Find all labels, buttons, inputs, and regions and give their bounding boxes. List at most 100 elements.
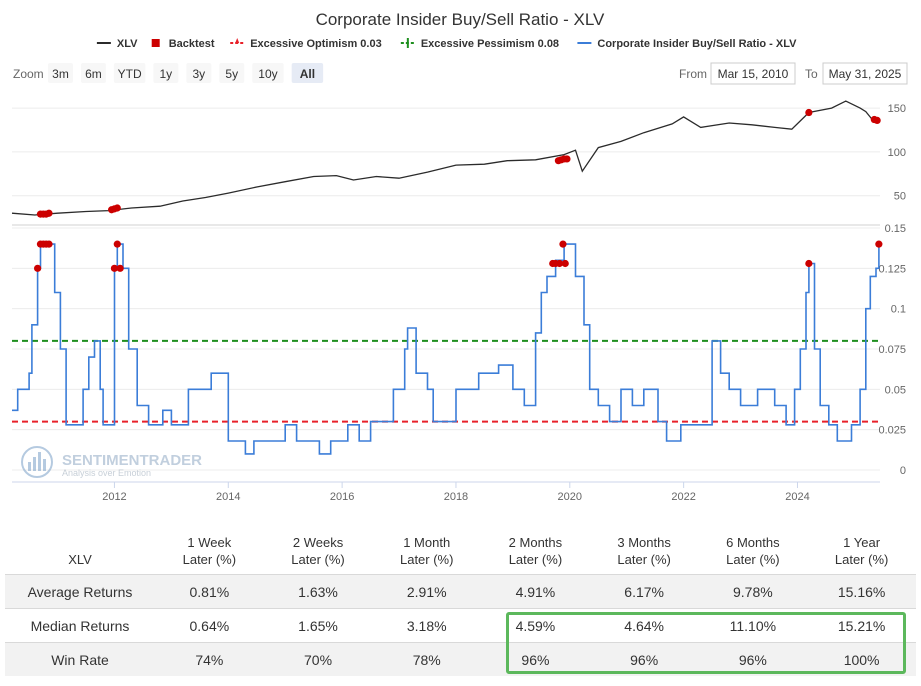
chart-title: Corporate Insider Buy/Sell Ratio - XLV: [316, 10, 605, 29]
table-cell: 15.16%: [807, 574, 916, 609]
column-header: 2 Weeks Later (%): [291, 535, 345, 567]
table-cell: 78%: [372, 642, 482, 676]
table-cell: 96%: [698, 642, 808, 676]
legend-item: Excessive Pessimism 0.08: [400, 38, 559, 50]
row-label: Win Rate: [5, 642, 155, 676]
column-header: 1 Month Later (%): [399, 535, 454, 567]
insider-ratio-line: [12, 243, 880, 455]
backtest-point: [563, 155, 571, 163]
y-tick-label-ratio: 0.025: [878, 425, 906, 437]
zoom-button-label: All: [300, 67, 315, 81]
zoom-button-label: 1y: [159, 67, 172, 81]
backtest-point: [555, 259, 564, 268]
legend-star-icon: [235, 38, 240, 43]
zoom-button-label: 3y: [192, 67, 205, 81]
zoom-button-ytd[interactable]: YTD: [113, 63, 146, 83]
x-tick-label: 2022: [671, 491, 695, 503]
zoom-button-bg: [113, 63, 146, 83]
from-date-box: [710, 62, 796, 85]
table-cell: 1.63%: [263, 574, 373, 609]
zoom-button-bg: [186, 63, 212, 83]
backtest-point: [34, 264, 42, 272]
table-cell: 96%: [589, 642, 699, 676]
returns-table: XLV 1 Week Later (%) 2 Weeks Later (%) 1 M…: [5, 532, 916, 676]
backtest-point: [875, 240, 883, 248]
row-label: Average Returns: [5, 574, 155, 609]
backtest-point: [873, 116, 881, 124]
to-date-input[interactable]: May 31, 2025: [822, 62, 908, 85]
table-row-header: XLV: [68, 552, 92, 567]
x-axis: 2012 2014 2016 2018 2020 2022 2024: [12, 481, 880, 503]
x-tick-label: 2012: [102, 491, 126, 503]
legend: XLV Backtest Excessive Optimism 0.03 Excess…: [96, 38, 797, 50]
zoom-button-3m[interactable]: 3m: [48, 63, 73, 83]
watermark: SENTIMENTRADER Analysis over Emotion: [21, 446, 202, 478]
column-header: 3 Months Later (%): [617, 535, 671, 567]
x-tick-label: 2018: [444, 491, 468, 503]
table-cell: 4.91%: [481, 574, 590, 609]
zoom-button-5y[interactable]: 5y: [219, 63, 245, 83]
zoom-button-label: 10y: [258, 67, 277, 81]
table-cell: 1.65%: [263, 608, 373, 643]
table-header-row: XLV 1 Week Later (%) 2 Weeks Later (%) 1 M…: [5, 532, 916, 575]
table-cell: 2.91%: [372, 574, 482, 609]
y-tick-label-price: 150: [888, 103, 906, 115]
backtest-point: [45, 209, 53, 217]
zoom-button-bg: [153, 63, 179, 83]
row-label: Median Returns: [5, 608, 155, 643]
zoom-button-all[interactable]: All: [291, 63, 324, 83]
legend-label: Backtest: [169, 38, 215, 50]
backtest-point: [116, 264, 124, 272]
watermark-logo-bar: [28, 462, 31, 471]
to-date-box: [822, 62, 908, 85]
y-tick-label-ratio: 0.075: [878, 344, 906, 356]
y-tick-label-price: 50: [894, 191, 906, 203]
zoom-button-label: YTD: [118, 67, 142, 81]
price-panel: [11, 100, 881, 218]
ratio-panel: [12, 240, 883, 455]
watermark-logo: [21, 446, 53, 478]
y-tick-label-ratio: 0.1: [891, 304, 906, 316]
table-row: Win Rate 74% 70% 78% 96% 96% 96% 100%: [5, 642, 916, 676]
zoom-button-label: 6m: [85, 67, 102, 81]
table-cell: 11.10%: [698, 608, 808, 643]
zoom-button-bg: [48, 63, 73, 83]
to-label: To: [805, 67, 818, 81]
backtest-point: [45, 240, 53, 248]
from-date-input[interactable]: Mar 15, 2010: [710, 62, 796, 85]
y-tick-label-ratio: 0.125: [878, 263, 906, 275]
column-header: 1 Year Later (%): [834, 535, 889, 567]
legend-square-swatch: [151, 39, 160, 47]
table-row: Average Returns 0.81% 1.63% 2.91% 4.91% …: [5, 574, 916, 609]
zoom-button-bg: [291, 63, 324, 83]
y-tick-label-ratio: 0.15: [885, 223, 906, 235]
zoom-button-3y[interactable]: 3y: [186, 63, 212, 83]
legend-label: XLV: [117, 38, 138, 50]
zoom-button-10y[interactable]: 10y: [252, 63, 284, 83]
legend-label: Excessive Pessimism 0.08: [421, 38, 559, 50]
legend-item: Corporate Insider Buy/Sell Ratio - XLV: [577, 38, 797, 50]
table-cell: 70%: [263, 642, 373, 676]
table-cell: 0.64%: [155, 608, 264, 643]
xlv-price-line: [11, 100, 878, 216]
watermark-logo-bar: [33, 457, 36, 471]
zoom-button-label: 3m: [52, 67, 69, 81]
column-header: 6 Months Later (%): [726, 535, 780, 567]
table-cell: 100%: [807, 642, 916, 676]
x-tick-label: 2016: [330, 491, 354, 503]
column-header: 2 Months Later (%): [508, 535, 563, 567]
legend-item: XLV: [96, 38, 138, 50]
table-cell: 9.78%: [698, 574, 808, 609]
zoom-button-6m[interactable]: 6m: [80, 63, 106, 83]
table-cell: 0.81%: [155, 574, 264, 609]
zoom-button-1y[interactable]: 1y: [153, 63, 179, 83]
x-tick-label: 2024: [785, 491, 809, 503]
backtest-point: [559, 240, 567, 248]
backtest-point: [113, 204, 121, 212]
backtest-point: [113, 240, 121, 248]
chart-area: Corporate Insider Buy/Sell Ratio - XLV X…: [11, 10, 908, 503]
from-label: From: [679, 67, 707, 81]
watermark-brand: SENTIMENTRADER: [62, 452, 202, 469]
y-tick-label-ratio: 0.05: [885, 384, 906, 396]
table-cell: 4.64%: [589, 608, 699, 643]
